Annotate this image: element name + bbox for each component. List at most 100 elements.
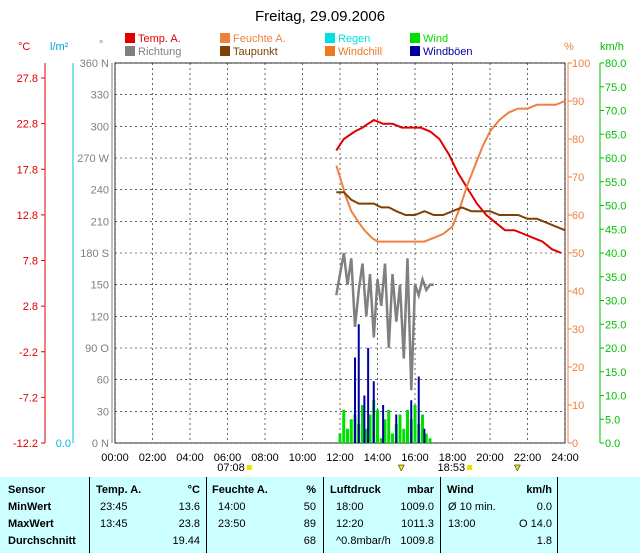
stats-cell-p-val: 1009.0 bbox=[400, 501, 434, 513]
header-feuchte: Feuchte A. bbox=[212, 484, 268, 496]
pct-tick-label: 50 bbox=[572, 248, 584, 260]
header-temp: Temp. A. bbox=[96, 484, 142, 496]
axis-unit-dir: ° bbox=[99, 39, 103, 51]
legend-label: Richtung bbox=[138, 46, 181, 58]
legend-swatch bbox=[410, 46, 420, 56]
temp-tick-label: 12.8 bbox=[17, 210, 38, 222]
pct-tick-label: 0 bbox=[572, 438, 578, 450]
wind-tick-label: 0.0 bbox=[605, 438, 620, 450]
stats-row: MaxWert 13:45 23.8 23:50 89 12:20 1011.3 13:00 O… bbox=[0, 517, 640, 532]
wind-tick-label: 5.0 bbox=[605, 414, 620, 426]
axis-unit-wind: km/h bbox=[600, 41, 624, 53]
legend-swatch bbox=[220, 33, 230, 43]
stats-cell-w-val: 1.8 bbox=[536, 535, 552, 547]
temp-tick-label: -7.2 bbox=[19, 392, 38, 404]
dir-tick-label: 300 bbox=[91, 121, 109, 133]
pct-tick-label: 30 bbox=[572, 324, 584, 336]
header-sensor: Sensor bbox=[8, 484, 46, 496]
pct-tick-label: 10 bbox=[572, 400, 584, 412]
stats-cell-t-val: 23.8 bbox=[178, 518, 200, 530]
stats-cell-p-val: 1011.3 bbox=[401, 518, 434, 530]
stats-cell-t-val: 19.44 bbox=[172, 535, 200, 547]
sunset-label: 18:53 bbox=[438, 462, 466, 474]
dir-tick-label: 330 bbox=[91, 90, 109, 102]
time-tick-label: 12:00 bbox=[326, 452, 354, 464]
stats-cell-f-time: 14:00 bbox=[218, 501, 246, 513]
stats-cell-f-val: 68 bbox=[303, 535, 316, 547]
dir-tick-label: 360 N bbox=[80, 58, 109, 70]
dir-tick-label: 270 W bbox=[77, 153, 109, 165]
wind-tick-label: 80.0 bbox=[605, 58, 626, 70]
wind-tick-label: 65.0 bbox=[605, 129, 626, 141]
temp-tick-label: 22.8 bbox=[17, 119, 38, 131]
wind-tick-label: 75.0 bbox=[605, 82, 626, 94]
stats-cell-p-val: 1009.8 bbox=[400, 535, 434, 547]
legend-label: Feuchte A. bbox=[233, 33, 286, 45]
dir-tick-label: 180 S bbox=[80, 248, 109, 260]
time-tick-label: 16:00 bbox=[401, 452, 429, 464]
wind-tick-label: 50.0 bbox=[605, 201, 626, 213]
max-marker bbox=[397, 464, 405, 472]
time-tick-label: 00:00 bbox=[101, 452, 129, 464]
header-feuchte-unit: % bbox=[306, 484, 316, 496]
stats-cell-t-time: 23:45 bbox=[100, 501, 128, 513]
pct-tick-label: 60 bbox=[572, 210, 584, 222]
sunrise-label: 07:08 bbox=[217, 462, 245, 474]
time-tick-label: 24:00 bbox=[551, 452, 579, 464]
dir-tick-label: 150 bbox=[91, 280, 109, 292]
wind-tick-label: 40.0 bbox=[605, 248, 626, 260]
time-tick-label: 10:00 bbox=[289, 452, 317, 464]
chart-title: Freitag, 29.09.2006 bbox=[255, 8, 385, 25]
header-druck-unit: mbar bbox=[407, 484, 434, 496]
temp-tick-label: 17.8 bbox=[17, 164, 38, 176]
stats-table: Sensor Temp. A. °C Feuchte A. % Luftdruc… bbox=[0, 477, 640, 553]
stats-cell-p-time: ^0.8mbar/h bbox=[336, 535, 391, 547]
temp-tick-label: 2.8 bbox=[23, 301, 38, 313]
stats-cell-p-time: 12:20 bbox=[336, 518, 364, 530]
temp-tick-label: 7.8 bbox=[23, 256, 38, 268]
legend-label: Wind bbox=[423, 33, 448, 45]
time-tick-label: 18:00 bbox=[439, 452, 467, 464]
dir-tick-label: 210 bbox=[91, 216, 109, 228]
legend-swatch bbox=[410, 33, 420, 43]
legend-label: Windchill bbox=[338, 46, 382, 58]
stats-cell-w-val: 0.0 bbox=[536, 501, 552, 513]
sunrise-marker bbox=[246, 465, 252, 470]
dir-tick-label: 120 bbox=[91, 311, 109, 323]
wind-tick-label: 10.0 bbox=[605, 391, 626, 403]
dir-tick-label: 0 N bbox=[92, 438, 109, 450]
stats-cell-label: Durchschnitt bbox=[8, 535, 76, 547]
time-tick-label: 22:00 bbox=[514, 452, 542, 464]
legend-label: Windböen bbox=[423, 46, 473, 58]
stats-cell-t-time: 13:45 bbox=[100, 518, 128, 530]
time-tick-label: 06:00 bbox=[214, 452, 242, 464]
time-tick-label: 14:00 bbox=[364, 452, 392, 464]
dir-tick-label: 30 bbox=[97, 406, 109, 418]
legend-swatch bbox=[325, 46, 335, 56]
legend-swatch bbox=[325, 33, 335, 43]
time-tick-label: 20:00 bbox=[476, 452, 504, 464]
pct-tick-label: 80 bbox=[572, 134, 584, 146]
temp-tick-label: 27.8 bbox=[17, 73, 38, 85]
time-tick-label: 02:00 bbox=[139, 452, 167, 464]
legend-label: Temp. A. bbox=[138, 33, 181, 45]
temp-tick-label: -12.2 bbox=[13, 438, 38, 450]
pct-tick-label: 70 bbox=[572, 172, 584, 184]
axis-unit-solar: l/m² bbox=[50, 41, 69, 53]
pct-tick-label: 90 bbox=[572, 96, 584, 108]
wind-tick-label: 25.0 bbox=[605, 319, 626, 331]
dir-tick-label: 90 O bbox=[85, 343, 109, 355]
stats-cell-w-val: O 14.0 bbox=[518, 518, 552, 530]
stats-cell-label: MaxWert bbox=[8, 518, 54, 530]
wind-tick-label: 15.0 bbox=[605, 367, 626, 379]
legend-label: Regen bbox=[338, 33, 370, 45]
legend-swatch bbox=[125, 33, 135, 43]
stats-cell-w-time: Ø 10 min. bbox=[448, 501, 496, 513]
solar-tick-label: 0.0 bbox=[56, 438, 71, 450]
wind-tick-label: 35.0 bbox=[605, 272, 626, 284]
header-temp-unit: °C bbox=[187, 484, 200, 496]
legend-label: Taupunkt bbox=[233, 46, 278, 58]
stats-row: Durchschnitt 19.44 68 ^0.8mbar/h 1009.8 1.8 bbox=[0, 534, 640, 549]
stats-cell-f-val: 50 bbox=[303, 501, 316, 513]
